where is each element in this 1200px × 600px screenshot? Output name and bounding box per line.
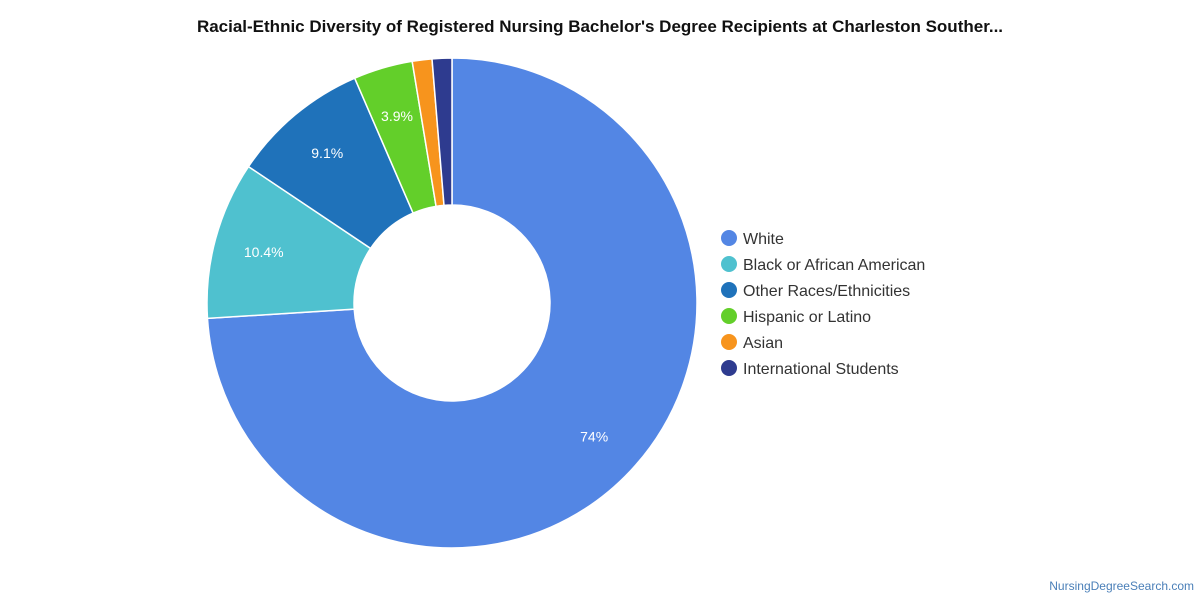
legend-item-black-or-african-american[interactable]: Black or African American bbox=[721, 256, 925, 274]
slice-labels-group: 74% 10.4% 9.1% 3.9% bbox=[244, 108, 608, 445]
legend-swatch bbox=[721, 230, 737, 246]
legend: White Black or African American Other Race… bbox=[721, 230, 925, 378]
legend-item-asian[interactable]: Asian bbox=[721, 334, 783, 352]
legend-swatch bbox=[721, 282, 737, 298]
slice-white[interactable] bbox=[206, 57, 698, 549]
legend-item-white[interactable]: White bbox=[721, 230, 784, 248]
legend-item-other-races-ethnicities[interactable]: Other Races/Ethnicities bbox=[721, 282, 910, 300]
legend-label: Hispanic or Latino bbox=[743, 309, 871, 326]
source-credit[interactable]: NursingDegreeSearch.com bbox=[1049, 579, 1194, 593]
slices-group bbox=[206, 57, 698, 549]
legend-item-international-students[interactable]: International Students bbox=[721, 360, 899, 378]
slice-label-other-races-ethnicities: 9.1% bbox=[311, 145, 343, 161]
slice-label-black-or-african-american: 10.4% bbox=[244, 244, 284, 260]
legend-swatch bbox=[721, 256, 737, 272]
legend-swatch bbox=[721, 308, 737, 324]
legend-label: Asian bbox=[743, 335, 783, 352]
legend-label: Black or African American bbox=[743, 257, 925, 274]
chart-title: Racial-Ethnic Diversity of Registered Nu… bbox=[196, 17, 1004, 36]
slice-international-students[interactable] bbox=[431, 57, 453, 207]
legend-swatch bbox=[721, 360, 737, 376]
legend-item-hispanic-or-latino[interactable]: Hispanic or Latino bbox=[721, 308, 871, 326]
slice-black-or-african-american[interactable] bbox=[206, 165, 372, 320]
legend-label: White bbox=[743, 231, 784, 248]
slice-label-hispanic-or-latino: 3.9% bbox=[381, 108, 413, 124]
legend-label: International Students bbox=[743, 361, 899, 378]
legend-label: Other Races/Ethnicities bbox=[743, 283, 910, 300]
slice-label-white: 74% bbox=[580, 428, 608, 444]
legend-swatch bbox=[721, 334, 737, 350]
